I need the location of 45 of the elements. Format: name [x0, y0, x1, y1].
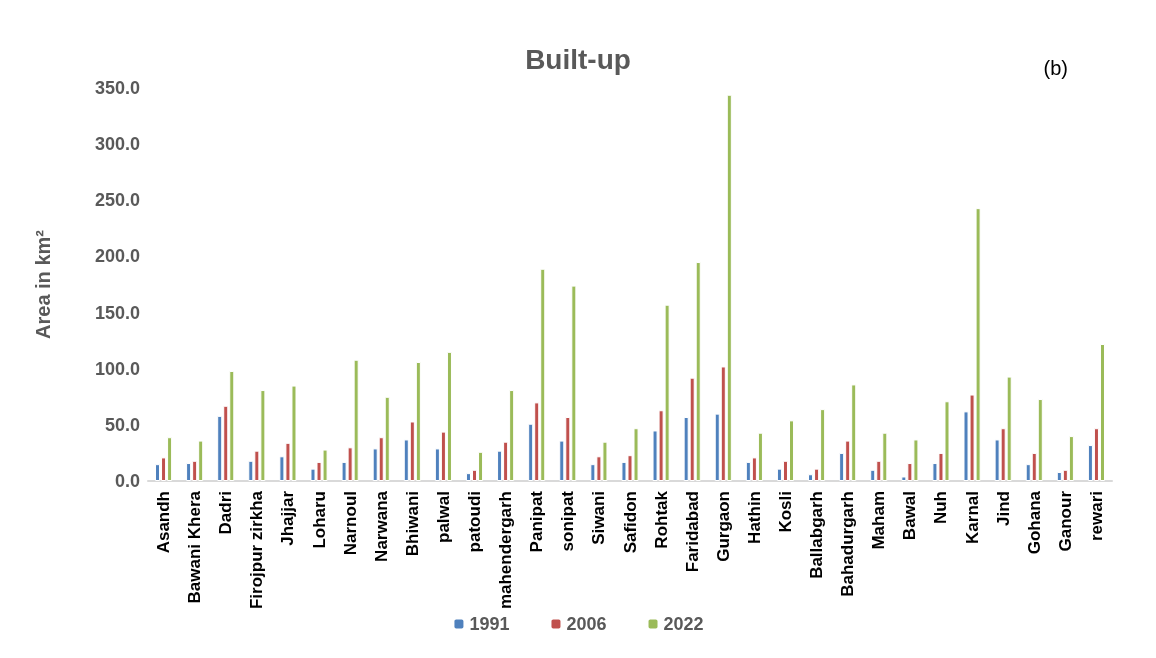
x-tick-label: Panipat: [527, 490, 547, 553]
y-tick-label: 50.0: [104, 414, 140, 435]
legend-label: 2006: [566, 614, 607, 634]
x-tick-label: sonipat: [558, 490, 578, 552]
x-tick-label: Maham: [869, 491, 889, 550]
x-tick-label: Faridabad: [682, 491, 702, 573]
x-tick-label: Ganour: [1055, 490, 1075, 552]
x-tick-label: Dadri: [216, 491, 236, 535]
x-tick-label: Safidon: [620, 491, 640, 554]
x-tick-label: mahendergarh: [496, 491, 516, 610]
x-tick-label: Rohtak: [651, 490, 671, 549]
x-tick-label: patoudi: [465, 491, 485, 553]
x-tick-label: Siwani: [589, 491, 609, 545]
y-tick-label: 0.0: [114, 471, 140, 491]
x-tick-label: Karnal: [962, 491, 982, 544]
y-tick-label: 150.0: [94, 302, 140, 323]
x-tick-label: Nuh: [931, 491, 951, 525]
x-tick-label: palwal: [433, 491, 453, 543]
x-tick-label: Bawani Khera: [185, 490, 205, 604]
y-tick-label: 200.0: [94, 246, 140, 267]
x-tick-label: Bhiwani: [402, 491, 422, 557]
x-tick-label: Bawal: [900, 491, 920, 541]
x-tick-label: Gurgaon: [713, 491, 733, 562]
x-tick-label: Hathin: [744, 491, 764, 544]
x-tick-label: Jhajjar: [278, 490, 298, 546]
y-tick-label: 300.0: [94, 134, 140, 155]
x-tick-label: Loharu: [309, 491, 329, 549]
x-tick-label: Asandh: [154, 491, 174, 554]
x-tick-label: Firojpur zirkha: [247, 490, 267, 610]
x-tick-label: Gohana: [1024, 490, 1044, 555]
x-tick-label: Kosli: [775, 491, 795, 533]
x-tick-label: Narnoul: [340, 491, 360, 556]
legend-label: 1991: [469, 614, 510, 634]
x-tick-label: Bahadurgarh: [838, 491, 858, 597]
x-tick-label: Ballabgarh: [807, 491, 827, 579]
y-tick-label: 350.0: [94, 78, 140, 98]
y-tick-label: 100.0: [94, 358, 140, 379]
x-tick-label: Narwana: [371, 490, 391, 562]
y-tick-label: 250.0: [94, 190, 140, 211]
legend-label: 2022: [663, 614, 704, 634]
y-axis-title: Area in km²: [32, 229, 54, 339]
chart-title: Built-up: [525, 43, 631, 75]
text: (b): [1043, 57, 1069, 79]
x-tick-label: Jind: [993, 491, 1013, 526]
x-tick-label: rewari: [1086, 491, 1106, 542]
